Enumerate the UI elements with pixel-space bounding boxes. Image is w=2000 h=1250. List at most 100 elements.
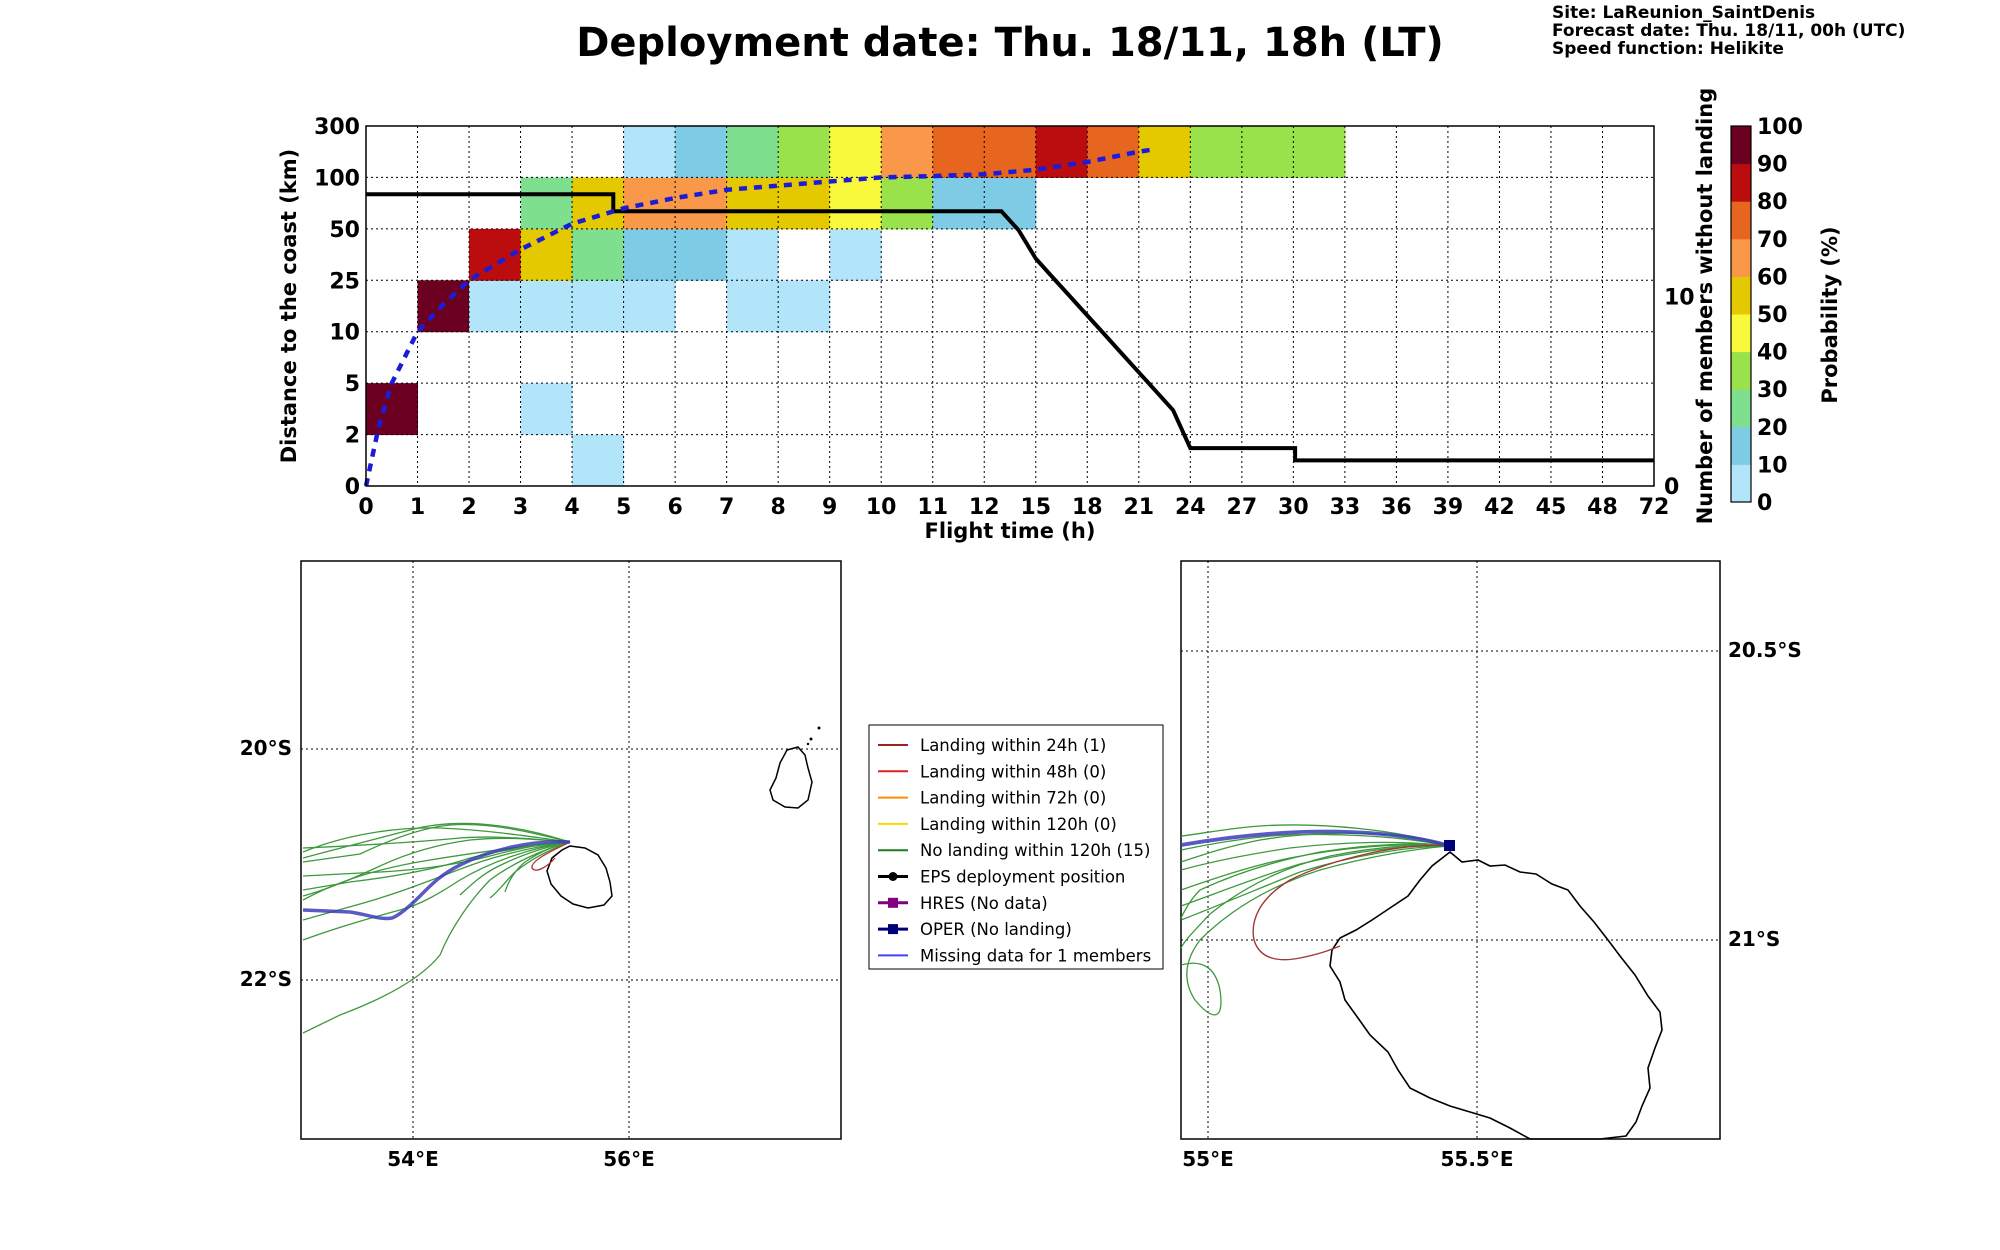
map-overview: 20°S 22°S 54°E 56°E <box>240 560 842 1171</box>
legend-frame <box>868 724 1164 970</box>
colorbar-segment <box>1731 201 1751 240</box>
legend-marker <box>888 897 898 908</box>
heatmap-cell <box>572 280 625 333</box>
x-tick-label: 4 <box>564 495 579 520</box>
x-tick-label: 7 <box>719 495 734 520</box>
colorbar-tick-label: 90 <box>1757 153 1788 178</box>
legend-label: No landing within 120h (15) <box>920 841 1150 860</box>
y-tick-label: 2 <box>345 424 360 449</box>
heatmap-cell <box>1190 126 1243 178</box>
heatmap-cell <box>623 126 676 178</box>
figure-title: Deployment date: Thu. 18/11, 18h (LT) <box>576 20 1444 66</box>
heatmap-cell <box>520 383 573 436</box>
heatmap-cell <box>572 228 625 281</box>
heatmap-cell <box>1241 126 1294 178</box>
colorbar-tick-label: 70 <box>1757 228 1788 253</box>
heatmap-cell <box>520 280 573 333</box>
y2-tick-label: 0 <box>1664 475 1679 500</box>
heatmap-cell <box>623 177 676 230</box>
member-trajectory-zoom <box>1180 844 1451 949</box>
heatmap-cell <box>726 126 779 178</box>
legend-marker <box>888 924 898 935</box>
member-trajectory-zoom <box>1180 844 1451 891</box>
colorbar-tick-label: 0 <box>1757 491 1772 516</box>
landing-trajectory <box>531 841 571 871</box>
site-label: Site: LaReunion_SaintDenis <box>1552 3 1815 23</box>
heatmap-cell <box>881 126 934 178</box>
heatmap-cell <box>726 228 779 281</box>
y-tick-label: 25 <box>329 269 360 294</box>
oper-trajectory <box>302 839 571 921</box>
colorbar-segment <box>1731 314 1751 353</box>
member-trajectory <box>302 841 571 1034</box>
speed-label: Speed function: Helikite <box>1552 39 1784 59</box>
members-without-landing-line <box>366 192 1654 463</box>
member-trajectory-zoom <box>1180 845 1451 921</box>
heatmap-cell <box>829 126 882 178</box>
colorbar-segment <box>1731 238 1751 277</box>
x-tick-label: 11 <box>917 495 948 520</box>
x-tick-label: 24 <box>1175 495 1206 520</box>
member-trajectory <box>302 841 571 941</box>
heatmap-cell <box>726 280 779 333</box>
map-overview-lon-label: 56°E <box>603 1147 655 1171</box>
x-tick-label: 42 <box>1484 495 1515 520</box>
colorbar-segment <box>1731 126 1751 165</box>
heatmap-cell <box>932 126 985 178</box>
map-overview-frame <box>300 560 842 1140</box>
oper-trajectory-zoom <box>1180 829 1451 848</box>
x-tick-label: 48 <box>1587 495 1618 520</box>
map-zoom-lon-label: 55°E <box>1182 1147 1234 1171</box>
heatmap-cell <box>932 177 985 230</box>
member-trajectory <box>302 823 571 863</box>
member-trajectory-zoom <box>1180 845 1451 1016</box>
y-tick-label: 0 <box>345 475 360 500</box>
x-tick-label: 3 <box>513 495 528 520</box>
heatmap-cell <box>1293 126 1346 178</box>
y-tick-label: 50 <box>329 218 360 243</box>
landing-trajectory-zoom <box>1252 844 1451 961</box>
colorbar-tick-label: 10 <box>1757 453 1788 478</box>
map-overview-lon-label: 54°E <box>387 1147 439 1171</box>
deployment-position-marker <box>1444 840 1455 851</box>
heatmap-cell <box>829 177 882 230</box>
y2-axis-label: Number of members without landing <box>1693 88 1717 525</box>
colorbar-segment <box>1731 351 1751 390</box>
x-tick-label: 18 <box>1072 495 1103 520</box>
x-tick-label: 10 <box>866 495 897 520</box>
plot-frame <box>365 125 1655 487</box>
map-zoom-lon-label: 55.5°E <box>1440 1147 1513 1171</box>
x-tick-label: 33 <box>1330 495 1361 520</box>
mauritius-coastline <box>769 746 813 809</box>
y-axis-label: Distance to the coast (km) <box>277 149 301 464</box>
legend-label: OPER (No landing) <box>920 920 1072 939</box>
x-tick-label: 36 <box>1381 495 1412 520</box>
legend-label: Landing within 72h (0) <box>920 789 1106 808</box>
colorbar-segment <box>1731 163 1751 202</box>
legend-label: Landing within 120h (0) <box>920 815 1117 834</box>
map-overview-lat-label: 22°S <box>240 967 292 991</box>
member-trajectory-zoom <box>1180 833 1451 851</box>
heatmap-cell <box>572 434 625 487</box>
heatmap-cell <box>469 280 522 333</box>
y-tick-label: 10 <box>329 321 360 346</box>
colorbar-tick-label: 30 <box>1757 378 1788 403</box>
x-tick-label: 21 <box>1123 495 1154 520</box>
heatmap-cell <box>675 126 728 178</box>
x-tick-label: 12 <box>969 495 1000 520</box>
colorbar-tick-label: 50 <box>1757 303 1788 328</box>
legend-label: Landing within 48h (0) <box>920 762 1106 781</box>
member-trajectory <box>459 841 571 896</box>
x-tick-label: 8 <box>771 495 786 520</box>
colorbar-frame <box>1730 125 1752 503</box>
probability-heatmap: 0 1 2 3 4 5 6 7 8 9 10 11 12 15 18 21 24 27 30 33 36 39 42 45 48… <box>314 115 1695 520</box>
colorbar-tick-label: 20 <box>1757 416 1788 441</box>
forecast-label: Forecast date: Thu. 18/11, 00h (UTC) <box>1552 21 1905 41</box>
heatmap-cell <box>675 177 728 230</box>
colorbar-label: Probability (%) <box>1818 226 1842 403</box>
member-trajectory <box>302 841 571 877</box>
island-dot <box>817 726 821 730</box>
heatmap-cell <box>520 177 573 230</box>
y-tick-label: 5 <box>345 372 360 397</box>
heatmap-cell <box>366 383 419 436</box>
